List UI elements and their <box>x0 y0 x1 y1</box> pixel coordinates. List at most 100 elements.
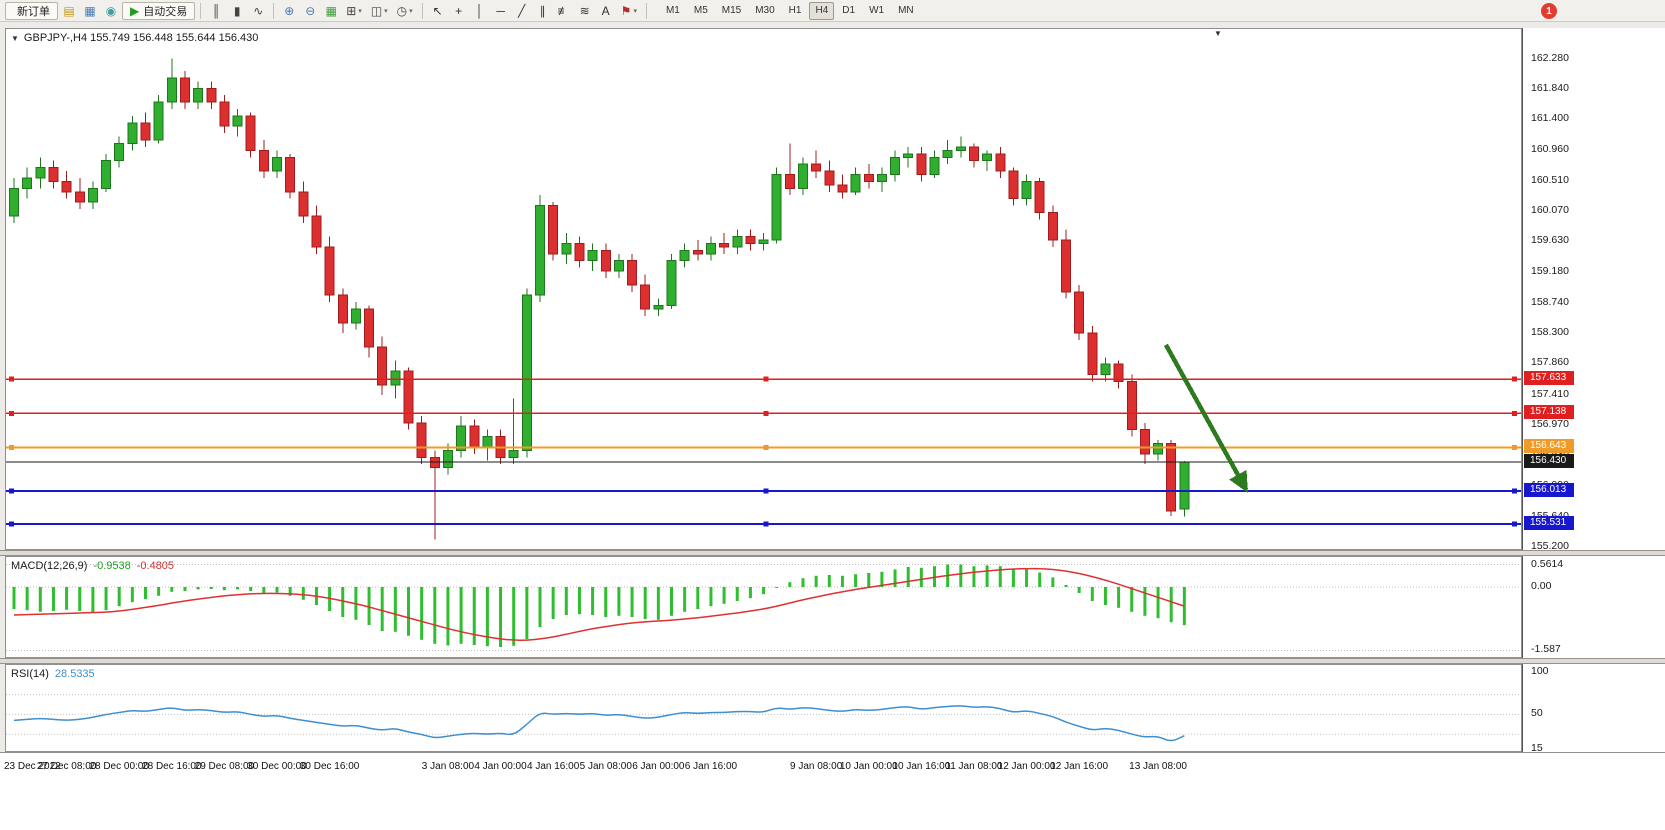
candlestick-icon: ▮ <box>233 3 241 18</box>
fibonacci-icon: ≢ <box>557 3 570 18</box>
waves-icon: ≋ <box>579 3 590 18</box>
ohlc-toggle-icon[interactable]: ▼ <box>11 34 19 43</box>
rsi-line <box>13 705 1185 742</box>
crosshair-button[interactable]: + <box>449 1 469 21</box>
price-tag-156430: 156.430 <box>1524 454 1574 469</box>
toolbar-separator <box>645 2 647 19</box>
price-axis-label: 160.960 <box>1531 142 1569 155</box>
macd-name: MACD(12,26,9) <box>11 560 88 572</box>
support-line-156013[interactable] <box>6 488 1521 494</box>
rsi-canvas[interactable] <box>6 665 1521 751</box>
support-line-156643[interactable] <box>6 444 1521 450</box>
support-line-155531[interactable] <box>6 521 1521 527</box>
period-menu-button[interactable]: ◷ ▾ <box>393 1 417 21</box>
time-axis-label: 6 Jan 16:00 <box>684 761 738 772</box>
zoom-in-button[interactable]: ⊕ <box>279 1 299 21</box>
auto-trading-button[interactable]: ▶ 自动交易 <box>122 1 196 20</box>
chevron-down-icon: ▾ <box>384 7 388 15</box>
rsi-axis-label: 50 <box>1531 707 1543 720</box>
time-axis-label: 29 Dec 08:00 <box>194 761 255 772</box>
chart-stack-button[interactable]: ▤ <box>59 1 79 21</box>
channel-button[interactable]: ∥ <box>533 1 553 21</box>
cursor-button[interactable]: ↖ <box>428 1 448 21</box>
horizontal-line-icon: ─ <box>496 3 505 18</box>
chevron-down-icon: ▾ <box>409 7 413 15</box>
time-axis-label: 27 Dec 08:00 <box>36 761 97 772</box>
macd-histogram <box>12 564 1186 647</box>
price-axis-label: 159.630 <box>1531 234 1569 247</box>
time-axis-label: 30 Dec 16:00 <box>299 761 360 772</box>
cursor-icon: ↖ <box>432 3 443 18</box>
zoom-out-button[interactable]: ⊖ <box>300 1 320 21</box>
main-chart-pane: ▼ GBPJPY-,H4 155.749 156.448 155.644 156.… <box>5 28 1522 550</box>
timeframe-m1[interactable]: M1 <box>665 5 680 16</box>
main-chart-canvas[interactable] <box>6 29 1521 549</box>
price-axis-label: 155.200 <box>1531 539 1569 552</box>
toolbar-separator <box>421 2 423 19</box>
trend-arrow-object[interactable] <box>1163 343 1249 493</box>
macd-axis-label: 0.5614 <box>1531 557 1564 570</box>
timeframe-d1[interactable]: D1 <box>842 5 856 16</box>
price-axis-label: 156.970 <box>1531 417 1569 430</box>
price-axis-label: 158.740 <box>1531 295 1569 308</box>
rsi-name: RSI(14) <box>11 668 49 680</box>
rsi-value: 28.5335 <box>54 668 95 680</box>
price-axis-label: 160.070 <box>1531 204 1569 217</box>
new-chart-icon: ⊞ <box>346 3 357 18</box>
price-axis-label: 157.410 <box>1531 387 1569 400</box>
price-axis-label: 160.510 <box>1531 173 1569 186</box>
price-axis-label: 157.860 <box>1531 356 1569 369</box>
profiles-button[interactable]: ▦ <box>80 1 100 21</box>
bottom-strip <box>0 780 1665 830</box>
resistance-line-157633[interactable] <box>6 376 1521 382</box>
macd-pane: MACD(12,26,9) -0.9538 -0.4805 <box>5 556 1522 658</box>
macd-canvas[interactable] <box>6 557 1521 657</box>
profiles-menu-button[interactable]: ◫ ▾ <box>367 1 392 21</box>
trendline-button[interactable]: ╱ <box>512 1 532 21</box>
waves-button[interactable]: ≋ <box>575 1 595 21</box>
price-axis-label: 161.840 <box>1531 82 1569 94</box>
timeframe-mn[interactable]: MN <box>898 5 914 16</box>
vertical-line-button[interactable]: │ <box>470 1 490 21</box>
line-chart-button[interactable]: ∿ <box>248 1 268 21</box>
timeframe-w1[interactable]: W1 <box>869 5 885 16</box>
price-tag-157138: 157.138 <box>1524 405 1574 420</box>
macd-label-row: MACD(12,26,9) -0.9538 -0.4805 <box>11 560 180 572</box>
vertical-line-icon: │ <box>475 3 484 18</box>
horizontal-line-button[interactable]: ─ <box>491 1 511 21</box>
rsi-label-row: RSI(14) 28.5335 <box>11 668 101 680</box>
fibonacci-button[interactable]: ≢ <box>554 1 574 21</box>
timeframe-m15[interactable]: M15 <box>721 5 742 16</box>
time-axis[interactable]: 23 Dec 2022 27 Dec 08:00 28 Dec 00:00 28 De… <box>0 752 1665 780</box>
price-tag-156013: 156.013 <box>1524 482 1574 497</box>
timeframe-h4[interactable]: H4 <box>809 1 835 20</box>
price-tag-157633: 157.633 <box>1524 371 1574 386</box>
rsi-pane: RSI(14) 28.5335 <box>5 664 1522 752</box>
new-order-button[interactable]: 新订单 <box>5 1 58 20</box>
tile-windows-button[interactable]: ▦ <box>321 1 341 21</box>
chart-shift-marker-icon[interactable]: ▼ <box>1214 29 1222 38</box>
new-chart-button[interactable]: ⊞ ▾ <box>342 1 366 21</box>
text-tool-button[interactable]: A <box>596 1 616 21</box>
resistance-line-157138[interactable] <box>6 410 1521 416</box>
profiles-menu-icon: ◫ <box>370 3 383 18</box>
timeframe-h1[interactable]: H1 <box>788 5 802 16</box>
price-tag-156643: 156.643 <box>1524 439 1574 454</box>
arrows-tool-button[interactable]: ⚑ ▾ <box>617 1 641 21</box>
price-axis[interactable]: 162.280 161.840 161.400 160.960 160.510 160.0… <box>1522 28 1665 755</box>
timeframe-m5[interactable]: M5 <box>693 5 708 16</box>
price-axis-label: 161.400 <box>1531 112 1569 125</box>
data-window-button[interactable]: ◉ <box>101 1 121 21</box>
timeframe-m30[interactable]: M30 <box>755 5 775 16</box>
pane-splitter-rsi[interactable] <box>0 658 1665 664</box>
text-icon: A <box>601 3 610 18</box>
notification-badge[interactable]: 1 <box>1541 3 1557 19</box>
pane-splitter-macd[interactable] <box>0 550 1665 556</box>
bar-chart-button[interactable]: ║ <box>206 1 226 21</box>
candlestick-chart-button[interactable]: ▮ <box>227 1 247 21</box>
toolbar-separator <box>273 2 275 19</box>
time-axis-label: 3 Jan 08:00 <box>421 761 475 772</box>
price-axis-label: 158.300 <box>1531 326 1569 339</box>
rsi-axis-label: 15 <box>1531 742 1543 755</box>
